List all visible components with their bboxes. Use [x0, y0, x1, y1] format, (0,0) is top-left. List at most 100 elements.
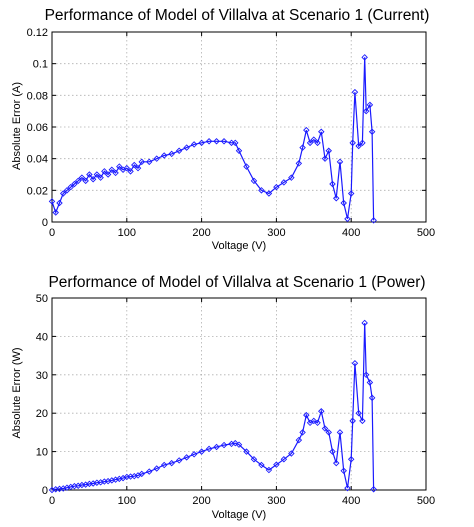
y-tick-label: 0.04: [27, 154, 48, 166]
y-tick-label: 50: [36, 293, 48, 305]
data-point-marker: [329, 448, 336, 455]
data-point-marker: [349, 417, 356, 425]
x-tick-label: 400: [342, 227, 360, 239]
data-point-marker: [243, 448, 250, 455]
data-point-marker: [190, 141, 198, 148]
data-point-marker: [303, 126, 310, 134]
data-point-marker: [370, 485, 377, 493]
data-point-marker: [361, 319, 368, 327]
data-point-marker: [359, 417, 366, 425]
data-point-marker: [349, 139, 356, 147]
data-point-marker: [366, 101, 374, 109]
x-tick-label: 0: [49, 495, 55, 507]
data-point-marker: [134, 164, 142, 172]
data-point-marker: [321, 425, 329, 432]
series-line: [51, 57, 375, 221]
data-point-marker: [288, 450, 295, 457]
y-axis-label: Absolute Error (W): [11, 347, 23, 438]
plot-area: [51, 297, 427, 491]
data-point-marker: [310, 417, 318, 425]
data-point-marker: [280, 456, 288, 463]
data-point-marker: [232, 439, 239, 447]
x-tick-label: 500: [417, 227, 435, 239]
data-point-marker: [89, 176, 97, 183]
data-point-marker: [273, 461, 280, 468]
x-tick-label: 100: [118, 227, 136, 239]
data-point-marker: [175, 457, 183, 464]
data-point-marker: [112, 169, 119, 177]
data-point-marker: [368, 394, 376, 402]
data-point-marker: [344, 215, 351, 223]
y-tick-label: 0.02: [27, 185, 48, 197]
data-point-marker: [329, 180, 336, 188]
data-point-marker: [153, 465, 160, 472]
data-point-marker: [333, 195, 340, 202]
y-tick-label: 30: [36, 370, 48, 382]
y-tick-label: 0.12: [27, 27, 48, 39]
data-point-marker: [93, 171, 101, 178]
data-point-marker: [347, 456, 355, 463]
y-tick-label: 0.1: [33, 59, 48, 71]
data-point-marker: [258, 187, 265, 194]
data-point-marker: [355, 142, 362, 150]
data-point-marker: [295, 160, 303, 167]
data-point-marker: [63, 187, 71, 194]
data-point-marker: [243, 163, 250, 170]
data-point-marker: [280, 179, 288, 186]
data-point-marker: [183, 144, 190, 151]
data-point-marker: [366, 379, 374, 386]
data-point-marker: [146, 158, 153, 166]
power-error-chart: Performance of Model of Villalva at Scen…: [11, 274, 435, 521]
data-point-marker: [299, 144, 306, 151]
data-point-marker: [325, 147, 332, 154]
data-point-marker: [116, 163, 123, 170]
y-tick-label: 0: [42, 217, 48, 229]
data-point-marker: [74, 177, 82, 185]
data-point-marker: [235, 441, 243, 448]
data-point-marker: [310, 136, 318, 143]
x-axis-label: Voltage (V): [212, 509, 266, 521]
data-point-marker: [198, 448, 205, 455]
x-axis-label: Voltage (V): [212, 240, 266, 252]
data-point-marker: [56, 199, 63, 207]
data-point-marker: [86, 171, 93, 178]
data-point-marker: [355, 409, 362, 417]
data-point-marker: [59, 190, 67, 197]
data-point-marker: [220, 138, 228, 145]
y-axis-label: Absolute Error (A): [11, 82, 23, 170]
data-point-marker: [101, 168, 108, 175]
y-tick-label: 0: [42, 485, 48, 497]
data-point-marker: [340, 199, 347, 207]
data-point-marker: [138, 470, 145, 478]
data-point-marker: [340, 467, 347, 475]
data-point-marker: [213, 443, 220, 451]
x-tick-label: 200: [192, 495, 210, 507]
data-point-marker: [370, 217, 377, 224]
data-point-marker: [359, 139, 366, 147]
y-tick-label: 20: [36, 408, 48, 420]
data-point-marker: [333, 459, 340, 467]
data-point-marker: [250, 177, 258, 185]
data-point-marker: [67, 183, 74, 191]
data-point-marker: [368, 128, 376, 135]
x-tick-label: 400: [342, 495, 360, 507]
data-point-marker: [123, 164, 131, 172]
data-point-marker: [198, 139, 205, 147]
data-point-marker: [258, 461, 265, 469]
data-point-marker: [183, 454, 190, 461]
data-point-marker: [325, 429, 332, 436]
data-point-marker: [104, 171, 112, 178]
data-point-marker: [127, 168, 134, 175]
x-tick-label: 300: [267, 495, 285, 507]
y-tick-label: 0.06: [27, 122, 48, 134]
data-point-marker: [361, 54, 368, 61]
data-point-marker: [344, 484, 351, 492]
x-tick-label: 300: [267, 227, 285, 239]
data-point-marker: [153, 155, 160, 162]
data-point-marker: [288, 174, 295, 181]
data-point-marker: [138, 158, 145, 166]
data-point-marker: [48, 198, 56, 205]
data-point-marker: [71, 180, 78, 188]
data-point-marker: [347, 190, 355, 197]
